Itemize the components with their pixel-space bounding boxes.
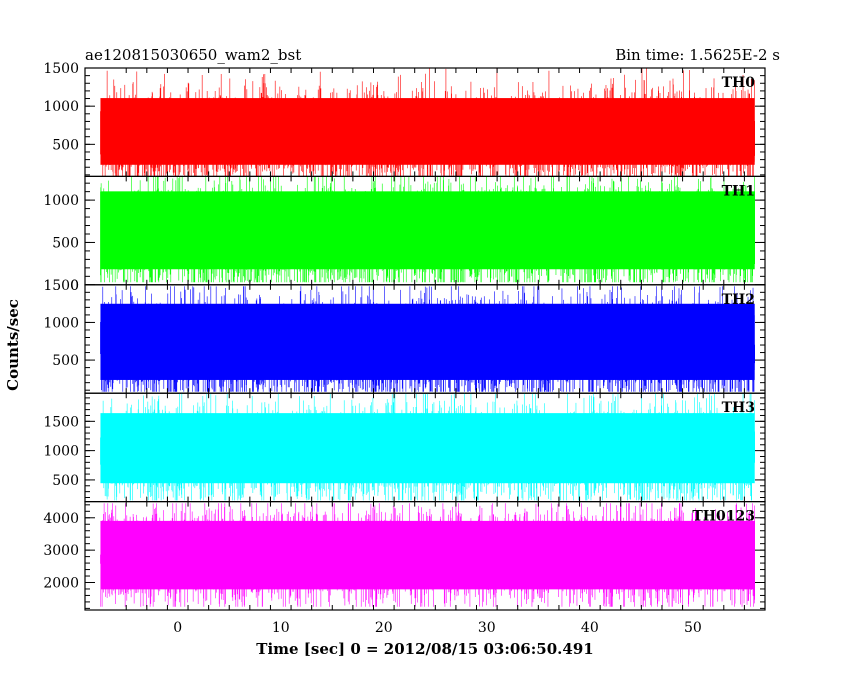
y-tick-label: 2000 (43, 575, 79, 591)
y-tick-label: 500 (52, 473, 79, 489)
x-tick-label: 20 (375, 620, 393, 636)
panel-th1: 0 500 1000 TH1 (43, 175, 766, 294)
bin-time-label: Bin time: 1.5625E-2 s (615, 46, 780, 64)
panel-frame (84, 501, 766, 611)
y-tick-label: 4000 (43, 511, 79, 527)
series-line-th0 (100, 68, 755, 177)
x-axis: 0 10 20 30 40 50 (173, 620, 702, 636)
x-tick-label: 30 (478, 620, 496, 636)
panel-th3: 500 1000 1500 TH3 (43, 392, 766, 503)
panel-th0: 500 1000 1500 TH0 (43, 61, 766, 178)
panel-label-th2: TH2 (722, 292, 755, 308)
y-axis-title: Counts/sec (4, 299, 22, 391)
panel-label-th1: TH1 (722, 183, 755, 199)
series-line-th2 (100, 286, 755, 392)
y-tick-label: 1000 (43, 444, 79, 460)
y-tick-label: 500 (52, 137, 79, 153)
chart-title: ae120815030650_wam2_bst (85, 46, 301, 64)
y-tick-label: 0 (70, 278, 79, 294)
y-tick-label: 1500 (43, 61, 79, 77)
y-tick-label: 1000 (43, 99, 79, 115)
panel-th0123: 2000 3000 4000 TH0123 (43, 501, 766, 611)
y-tick-label: 1000 (43, 193, 79, 209)
panel-th2: 500 1000 1500 TH2 (43, 278, 766, 394)
panels-group: 50010001500TH005001000TH150010001500TH25… (43, 61, 766, 611)
series-line-th1 (100, 176, 755, 283)
x-tick-label: 10 (272, 620, 290, 636)
series-line-th0123 (100, 503, 755, 607)
x-axis-title: Time [sec] 0 = 2012/08/15 03:06:50.491 (256, 640, 593, 658)
panel-label-th0123: TH0123 (692, 509, 755, 525)
series-line-th3 (100, 393, 755, 501)
y-tick-label: 500 (52, 235, 79, 251)
y-tick-label: 1500 (43, 414, 79, 430)
panel-label-th3: TH3 (722, 400, 755, 416)
y-tick-label: 1500 (43, 278, 79, 294)
panel-label-th0: TH0 (722, 75, 756, 91)
y-tick-label: 500 (52, 353, 79, 369)
x-tick-label: 50 (684, 620, 702, 636)
x-tick-label: 0 (173, 620, 182, 636)
x-tick-label: 40 (581, 620, 599, 636)
y-tick-label: 3000 (43, 543, 79, 559)
y-tick-label: 1000 (43, 315, 79, 331)
